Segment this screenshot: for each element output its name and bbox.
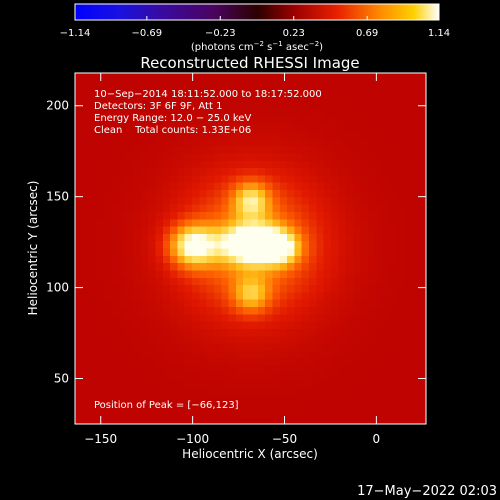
y-tick-label: 200 bbox=[46, 99, 69, 113]
annotation-clean-counts: Clean Total counts: 1.33E+06 bbox=[94, 125, 251, 136]
footer-timestamp: 17−May−2022 02:03 bbox=[357, 484, 497, 499]
colorbar-tick-label: −1.14 bbox=[60, 28, 91, 39]
y-tick-label: 100 bbox=[46, 281, 69, 295]
annotation-detectors: Detectors: 3F 6F 9F, Att 1 bbox=[94, 101, 222, 112]
plot-frame bbox=[74, 72, 427, 425]
colorbar-tick-label: −0.69 bbox=[132, 28, 163, 39]
annotation-time-range: 10−Sep−2014 18:11:52.000 to 18:17:52.000 bbox=[94, 89, 322, 100]
x-tick-label: −150 bbox=[84, 432, 117, 446]
colorbar-tick-label: 0.23 bbox=[283, 28, 305, 39]
info-annotations: 10−Sep−2014 18:11:52.000 to 18:17:52.000… bbox=[94, 89, 322, 136]
x-tick-label: −50 bbox=[272, 432, 297, 446]
colorbar-units-label: (photons cm−2 s−1 asec−2) bbox=[191, 40, 323, 53]
colorbar bbox=[74, 3, 440, 21]
heatmap-container bbox=[75, 73, 426, 424]
colorbar-tick-label: −0.23 bbox=[205, 28, 236, 39]
y-axis-label: Heliocentric Y (arcsec) bbox=[26, 181, 40, 316]
colorbar-tick-label: 1.14 bbox=[428, 28, 450, 39]
heatmap-image bbox=[75, 73, 426, 424]
peak-position-label: Position of Peak = [−66,123] bbox=[94, 400, 239, 411]
y-tick-label: 50 bbox=[54, 372, 69, 386]
annotation-energy-range: Energy Range: 12.0 − 25.0 keV bbox=[94, 113, 251, 124]
colorbar-tick-label: 0.69 bbox=[356, 28, 378, 39]
y-tick-label: 150 bbox=[46, 190, 69, 204]
x-tick-label: 0 bbox=[373, 432, 381, 446]
x-tick-label: −100 bbox=[176, 432, 209, 446]
chart-title: Reconstructed RHESSI Image bbox=[140, 54, 359, 72]
x-axis-label: Heliocentric X (arcsec) bbox=[182, 447, 318, 461]
axis-ticks: −150 −100 −50 0 50 100 150 200 bbox=[46, 73, 426, 446]
colorbar-ticks: −1.14 −0.69 −0.23 0.23 0.69 1.14 bbox=[60, 16, 450, 39]
